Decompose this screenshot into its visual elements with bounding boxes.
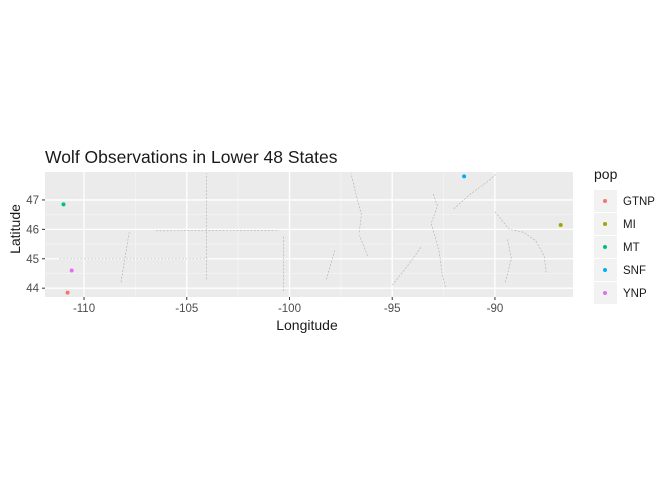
point-gtnp	[65, 290, 70, 295]
point-snf	[462, 174, 467, 179]
basemap-line	[504, 238, 512, 283]
y-tick-label: 46	[26, 224, 39, 236]
y-axis-label: Latitude	[7, 204, 23, 254]
x-tick-label: -95	[384, 303, 401, 315]
x-tick-label: -100	[278, 303, 301, 315]
legend-marker-gtnp	[603, 199, 607, 203]
basemap-line	[391, 246, 422, 286]
y-tick-label: 44	[26, 283, 39, 295]
legend-marker-snf	[603, 268, 607, 272]
legend-label: MI	[623, 219, 636, 231]
legend-marker-mt	[603, 245, 607, 249]
x-tick-label: -105	[175, 303, 198, 315]
basemap-line	[359, 235, 368, 256]
y-tick-label: 47	[26, 195, 39, 207]
plot-panel	[45, 172, 573, 297]
basemap-line	[494, 211, 537, 242]
x-axis: -110 -105 -100 -95 -90	[73, 297, 503, 315]
legend-label: YNP	[623, 288, 647, 300]
basemap-line	[535, 240, 547, 274]
legend-label: GTNP	[623, 196, 655, 208]
y-tick-label: 45	[26, 254, 39, 266]
point-mi	[558, 222, 563, 227]
basemap-lines	[59, 173, 547, 292]
legend-label: MT	[623, 242, 640, 254]
basemap-line	[120, 232, 130, 283]
data-points	[61, 174, 563, 295]
gridlines	[45, 172, 573, 297]
y-axis: 44 45 46 47	[26, 195, 45, 295]
basemap-line	[453, 173, 498, 210]
legend: pop GTNP MI MT SNF YNP	[594, 166, 655, 304]
basemap-line	[350, 173, 362, 233]
legend-marker-ynp	[603, 291, 607, 295]
chart-title: Wolf Observations in Lower 48 States	[45, 147, 338, 167]
x-axis-label: Longitude	[276, 317, 338, 333]
x-tick-label: -110	[73, 303, 95, 315]
x-tick-label: -90	[487, 303, 504, 315]
legend-label: SNF	[623, 265, 646, 277]
point-mt	[61, 202, 66, 207]
legend-marker-mi	[603, 222, 607, 226]
point-ynp	[69, 268, 74, 273]
basemap-line	[430, 194, 446, 289]
basemap-line	[326, 249, 335, 280]
legend-title: pop	[594, 166, 618, 182]
